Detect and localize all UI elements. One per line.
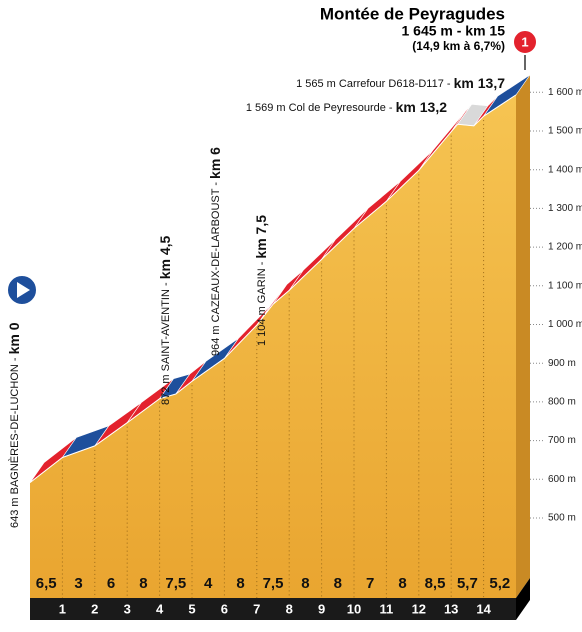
annotation-text: 964 m CAZEAUX-DE-LARBOUST - — [210, 179, 222, 356]
annotation-km: km 13,2 — [396, 99, 448, 115]
gradient-label: 8,5 — [425, 575, 446, 592]
x-tick-label: 11 — [380, 601, 394, 616]
y-tick-label: 1 000 m — [548, 319, 582, 330]
gradient-label: 4 — [204, 575, 213, 592]
y-tick-label: 1 300 m — [548, 203, 582, 214]
annotation-text: 1 569 m Col de Peyresourde - — [246, 102, 396, 114]
x-tick-label: 8 — [286, 601, 293, 616]
terrain — [30, 94, 516, 598]
annotation: 1 569 m Col de Peyresourde - km 13,2 — [246, 99, 447, 115]
finish-marker-label: 1 — [521, 34, 528, 49]
gradient-label: 8 — [236, 575, 244, 592]
x-tick-label: 5 — [188, 601, 195, 616]
annotation: 964 m CAZEAUX-DE-LARBOUST - km 6 — [207, 147, 223, 356]
gradient-label: 5,2 — [489, 575, 510, 592]
gradient-label: 6 — [107, 575, 115, 592]
x-tick-label: 10 — [347, 601, 361, 616]
finish-marker — [512, 29, 538, 55]
gradient-label: 8 — [334, 575, 342, 592]
annotation-km: km 6 — [207, 147, 223, 179]
annotation: 1 565 m Carrefour D618-D117 - km 13,7 — [296, 75, 505, 91]
gradient-label: 8 — [301, 575, 309, 592]
y-tick-label: 1 100 m — [548, 280, 582, 291]
annotation-text: 1 104 m GARIN - — [256, 259, 268, 346]
y-tick-label: 700 m — [548, 435, 576, 446]
x-tick-label: 9 — [318, 601, 325, 616]
annotation-text: 643 m BAGNÈRES-DE-LUCHON - — [8, 354, 21, 528]
annotation-km: km 0 — [6, 322, 22, 354]
y-tick-label: 500 m — [548, 513, 576, 524]
annotation: 643 m BAGNÈRES-DE-LUCHON - km 0 — [6, 322, 22, 528]
gradient-label: 7,5 — [263, 575, 284, 592]
x-tick-label: 14 — [476, 601, 491, 616]
x-tick-label: 7 — [253, 601, 260, 616]
annotation: 1 104 m GARIN - km 7,5 — [253, 215, 269, 346]
annotation-text: 1 565 m Carrefour D618-D117 - — [296, 78, 454, 90]
annotation-km: km 13,7 — [454, 75, 506, 91]
note: (14,9 km à 6,7%) — [412, 39, 505, 53]
annotation: 872 m SAINT-AVENTIN - km 4,5 — [157, 235, 173, 405]
x-tick-label: 2 — [91, 601, 98, 616]
x-tick-label: 12 — [412, 601, 426, 616]
y-tick-label: 1 400 m — [548, 164, 582, 175]
y-tick-label: 800 m — [548, 397, 576, 408]
annotation-km: km 4,5 — [157, 235, 173, 279]
gradient-label: 6,5 — [36, 575, 57, 592]
gradient-label: 7 — [366, 575, 374, 592]
x-tick-label: 1 — [59, 601, 66, 616]
side-face — [516, 74, 530, 598]
gradient-label: 8 — [398, 575, 406, 592]
x-tick-label: 4 — [156, 601, 164, 616]
y-tick-label: 1 200 m — [548, 242, 582, 253]
gradient-label: 8 — [139, 575, 147, 592]
start-arrow — [17, 282, 30, 298]
chart-title: Montée de Peyragudes — [320, 4, 505, 23]
gradient-label: 5,7 — [457, 575, 478, 592]
annotation-text: 872 m SAINT-AVENTIN - — [160, 279, 172, 405]
base-side — [516, 578, 530, 620]
y-tick-label: 1 600 m — [548, 87, 582, 98]
gradient-label: 7,5 — [165, 575, 186, 592]
subtitle: 1 645 m - km 15 — [401, 23, 505, 39]
profile-edge — [29, 94, 517, 484]
y-tick-label: 900 m — [548, 358, 576, 369]
base — [30, 598, 516, 620]
y-tick-label: 600 m — [548, 474, 576, 485]
gradient-label: 3 — [74, 575, 82, 592]
y-tick-label: 1 500 m — [548, 126, 582, 137]
x-tick-label: 3 — [124, 601, 131, 616]
x-tick-label: 6 — [221, 601, 228, 616]
x-tick-label: 13 — [444, 601, 458, 616]
annotation-km: km 7,5 — [253, 215, 269, 259]
